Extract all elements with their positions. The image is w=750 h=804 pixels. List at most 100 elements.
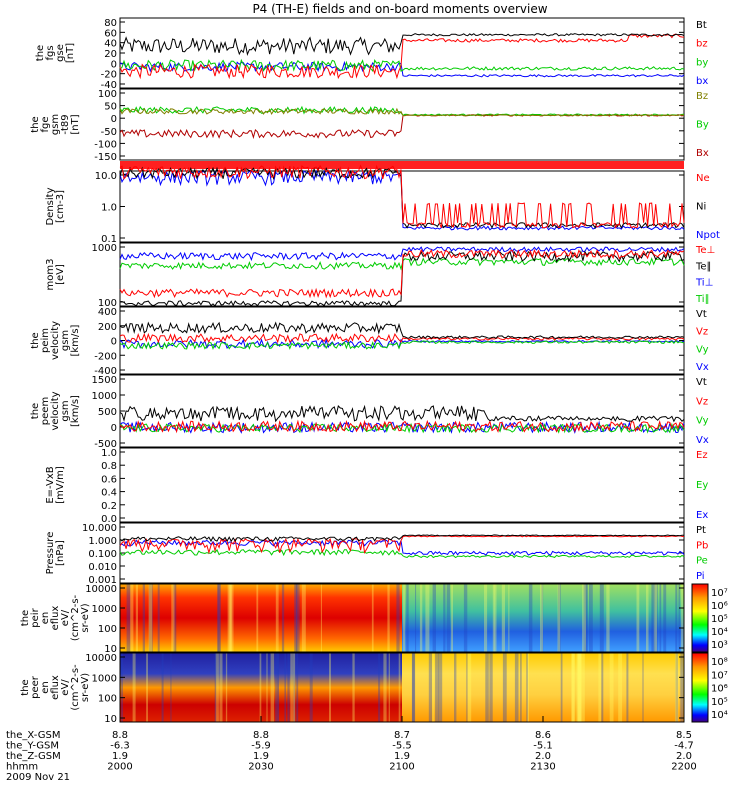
spectrogram-streak (425, 584, 430, 652)
panel-frame (119, 447, 685, 523)
spectrogram-streak (571, 653, 575, 722)
y-tick-label: 0.4 (101, 488, 117, 499)
spectrogram-streak (402, 584, 406, 652)
ephemeris-value: -5.1 (533, 741, 553, 752)
series-Ne (119, 164, 685, 230)
y-axis-label-line: the (20, 679, 31, 695)
spectrogram-streak (618, 653, 623, 722)
spectrogram-streak (466, 653, 468, 722)
y-axis-label-line: the (35, 45, 46, 61)
spectrogram-streak (371, 584, 374, 652)
y-axis-label-line: the (30, 116, 41, 132)
spectrogram-streak (352, 653, 355, 722)
y-tick-label: 10000 (85, 584, 117, 595)
spectrogram-streak (571, 653, 576, 722)
series-Vy (119, 422, 685, 434)
spectrogram-streak (383, 653, 387, 722)
panel-frame (119, 374, 685, 448)
ephemeris-value: 1.9 (394, 751, 410, 762)
spectrogram-streak (432, 653, 435, 722)
y-tick-label: 400 (98, 307, 117, 318)
legend-entry: Npot (696, 230, 720, 241)
y-axis-label-line: eflux (50, 606, 61, 631)
spectrogram-streak (142, 584, 145, 652)
spectrogram-streak (215, 653, 219, 722)
y-axis-label-line: [nT] (65, 43, 76, 63)
spectrogram-streak (599, 584, 604, 652)
tplot-bar (120, 161, 684, 169)
spectrogram-right (402, 584, 684, 652)
series-Vz (119, 332, 685, 344)
y-axis-label-line: gsm (50, 114, 61, 135)
y-tick-label: 0 (111, 59, 117, 70)
y-tick-label: 500 (98, 407, 117, 418)
spectrogram-streak (295, 584, 300, 652)
y-tick-label: 1000 (92, 391, 117, 402)
spectrogram-streak (651, 584, 655, 652)
y-tick-label: 1.000 (88, 536, 117, 547)
y-tick-label: 0.100 (88, 549, 117, 560)
legend-entry: Vx (696, 362, 709, 373)
spectrogram-streak (161, 653, 164, 722)
y-tick-label: 1000 (92, 243, 117, 254)
y-tick-label: 100 (98, 694, 117, 705)
y-tick-label: 1.0 (101, 203, 117, 214)
ephemeris-label: hhmm (6, 762, 38, 773)
spectrogram-streak (642, 653, 644, 722)
y-tick-label: 200 (98, 322, 117, 333)
spectrogram-streak (501, 584, 505, 652)
ephemeris-label: 2009 Nov 21 (6, 772, 70, 783)
ephemeris-value: -6.3 (110, 741, 130, 752)
series-bz (119, 33, 685, 80)
legend-entry: Pb (696, 540, 708, 551)
series-Bt (119, 33, 685, 57)
legend-entry: Vy (696, 344, 709, 355)
spectrogram-streak (227, 584, 232, 652)
legend-entry: Vt (696, 309, 707, 320)
spectrogram-streak (681, 584, 684, 652)
series-Ti⊥ (119, 246, 685, 262)
y-axis-label-line: the (30, 332, 41, 348)
spectrogram-streak (387, 584, 390, 652)
spectrogram-streak (557, 584, 561, 652)
y-tick-label: 0.6 (101, 474, 117, 485)
y-axis-label-line: (cm^2-s- (70, 594, 81, 641)
panel-frame (119, 583, 685, 653)
series-Bx (119, 113, 685, 140)
spectrogram-streak (132, 653, 136, 722)
colorbar (691, 583, 709, 653)
spectrogram-streak (606, 584, 610, 652)
ephemeris-value: -5.5 (392, 741, 412, 752)
spectrogram-streak (514, 653, 519, 722)
ephemeris-value: 2000 (107, 762, 132, 773)
spectrogram-streak (275, 653, 279, 722)
series-Pe (119, 548, 685, 559)
ephemeris-value: 8.8 (112, 730, 128, 741)
y-axis-label-line: [mV/m] (55, 466, 66, 504)
y-tick-label: -200 (94, 351, 117, 362)
y-tick-label: 0 (111, 337, 117, 348)
spectrogram-streak (287, 653, 290, 722)
spectrogram-streak (301, 584, 306, 652)
y-axis-label: mom3[eV] (45, 259, 66, 291)
series-Pb (119, 535, 685, 555)
colorbar-label: 10⁵ (711, 614, 728, 625)
y-axis-label-line: gsm (60, 330, 71, 351)
ephemeris-value: 8.8 (253, 730, 269, 741)
spectrogram-streak (494, 584, 497, 652)
spectrogram-streak (284, 653, 286, 722)
y-axis-label: thepeerenefluxeV/(cm^2-s-sr-eV) (20, 664, 91, 711)
spectrogram-streak (678, 584, 680, 652)
y-tick-label: -400 (94, 366, 117, 377)
spectrogram-streak (146, 653, 148, 722)
y-axis-label-line: peer (30, 675, 41, 699)
spectrogram-streak (579, 653, 582, 722)
y-tick-label: 50 (104, 102, 117, 113)
ephemeris-value: 2.0 (676, 751, 692, 762)
spectrogram-streak (467, 653, 472, 722)
spectrogram-streak (428, 653, 432, 722)
y-tick-label: 100 (98, 298, 117, 309)
